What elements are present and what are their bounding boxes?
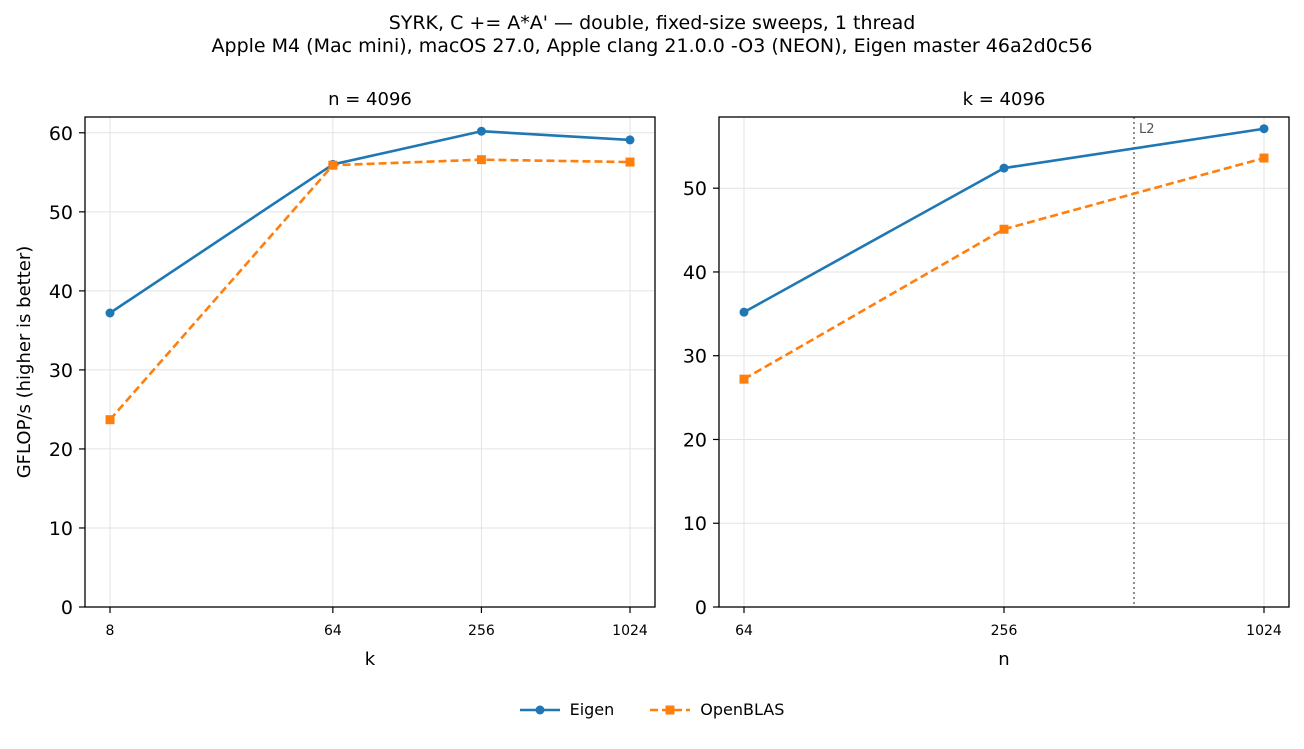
x-axis-label: n [998, 649, 1009, 670]
y-tick-label: 50 [49, 202, 73, 224]
figure-title-line-2: Apple M4 (Mac mini), macOS 27.0, Apple c… [211, 35, 1093, 57]
point-openblas [625, 157, 635, 167]
point-eigen [105, 308, 115, 318]
point-eigen [625, 135, 635, 145]
x-tick-label: 1024 [612, 623, 648, 639]
legend-label-eigen: Eigen [569, 700, 615, 719]
figure-title-line-1: SYRK, C += A*A' — double, fixed-size swe… [388, 12, 916, 34]
legend-label-openblas: OpenBLAS [700, 700, 785, 719]
point-openblas [328, 160, 338, 170]
y-tick-label: 20 [49, 439, 73, 461]
chart-figure: 0 10 20 30 40 50 60 8 64 256 1024 n = 4096 k GFLOP/s … [14, 89, 1290, 670]
point-openblas [999, 224, 1009, 234]
y-tick-label: 50 [683, 178, 707, 200]
series-line-openblas [109, 158, 631, 421]
point-openblas [476, 155, 486, 165]
y-tick-label: 60 [49, 123, 73, 145]
y-tick-label: 10 [683, 513, 707, 535]
y-tick-label: 10 [49, 518, 73, 540]
x-tick-label: 256 [991, 623, 1018, 639]
point-openblas [1259, 153, 1269, 163]
series-line-eigen [109, 129, 631, 315]
x-tick-label: 64 [735, 623, 753, 639]
legend-swatch-eigen [519, 705, 560, 714]
legend-item-openblas: OpenBLAS [650, 700, 784, 719]
panel-2: L2 0 10 20 30 40 50 64 256 1024 k = 4096 n [683, 89, 1290, 670]
panel-title: k = 4096 [963, 89, 1046, 110]
y-tick-label: 30 [683, 346, 707, 368]
point-eigen [999, 163, 1009, 173]
legend-item-eigen: Eigen [519, 700, 615, 719]
panel-1: 0 10 20 30 40 50 60 8 64 256 1024 n = 4096 k GFLOP/s … [14, 89, 656, 670]
cache-marker-label: L2 [1139, 122, 1155, 137]
legend: Eigen OpenBLAS [0, 700, 1304, 719]
y-tick-label: 20 [683, 429, 707, 451]
point-eigen [476, 126, 486, 136]
plot-frame [84, 116, 656, 608]
y-tick-label: 40 [49, 281, 73, 303]
y-axis-label: GFLOP/s (higher is better) [14, 246, 35, 479]
y-tick-label: 0 [695, 597, 707, 619]
point-openblas [105, 415, 115, 425]
x-tick-label: 64 [324, 623, 342, 639]
x-tick-label: 256 [468, 623, 495, 639]
x-axis-label: k [365, 649, 376, 670]
point-openblas [739, 374, 749, 384]
x-tick-label: 1024 [1246, 623, 1282, 639]
point-eigen [739, 307, 749, 317]
y-tick-label: 0 [61, 597, 73, 619]
figure-title: SYRK, C += A*A' — double, fixed-size swe… [0, 12, 1304, 58]
x-tick-label: 8 [106, 623, 115, 639]
panel-title: n = 4096 [328, 89, 412, 110]
y-tick-label: 40 [683, 262, 707, 284]
point-eigen [1259, 124, 1269, 134]
y-tick-label: 30 [49, 360, 73, 382]
legend-swatch-openblas [650, 705, 691, 714]
